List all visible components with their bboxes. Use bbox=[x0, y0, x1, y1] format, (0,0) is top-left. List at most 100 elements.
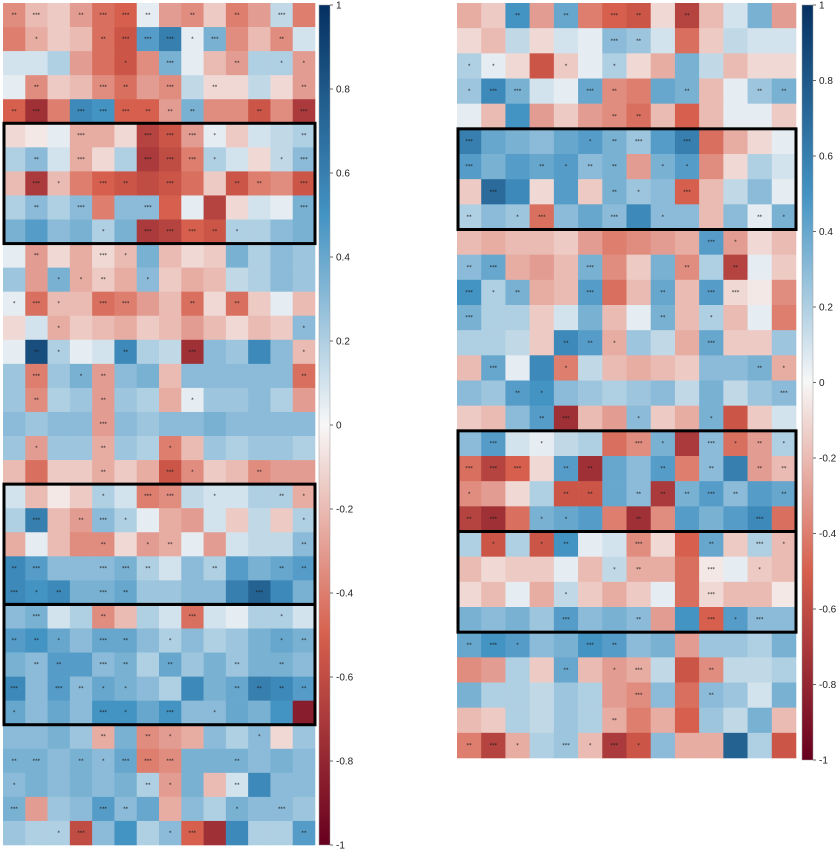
heatmap-cell bbox=[248, 796, 271, 822]
significance-mark: ** bbox=[212, 229, 218, 235]
heatmap-cell bbox=[699, 330, 724, 356]
heatmap-cell bbox=[225, 243, 249, 268]
heatmap-cell bbox=[292, 580, 316, 605]
heatmap-cell bbox=[248, 820, 271, 846]
heatmap-cell bbox=[292, 411, 316, 437]
heatmap-cell bbox=[114, 51, 138, 76]
significance-mark: *** bbox=[683, 189, 691, 195]
heatmap-cell bbox=[136, 363, 160, 389]
heatmap-cell bbox=[114, 532, 138, 557]
heatmap-cell bbox=[25, 195, 48, 220]
heatmap-cell bbox=[159, 171, 182, 196]
heatmap-cell bbox=[248, 508, 271, 533]
heatmap-cell bbox=[292, 3, 316, 28]
heatmap-cell bbox=[92, 75, 115, 100]
significance-mark: ** bbox=[79, 686, 85, 692]
heatmap-cell bbox=[69, 460, 93, 485]
heatmap-cell bbox=[650, 330, 676, 356]
colorbar-tick-label: 0.8 bbox=[336, 85, 350, 96]
heatmap-cell bbox=[292, 99, 316, 124]
heatmap-cell bbox=[505, 305, 530, 331]
significance-mark: * bbox=[57, 349, 60, 355]
heatmap-cell bbox=[771, 204, 797, 230]
heatmap-cell bbox=[181, 604, 204, 629]
heatmap-cell bbox=[529, 330, 555, 356]
heatmap-cell bbox=[626, 531, 652, 557]
heatmap-cell bbox=[699, 481, 724, 507]
heatmap-cell bbox=[292, 219, 316, 244]
heatmap-cell bbox=[136, 219, 160, 244]
heatmap-cell bbox=[674, 204, 700, 230]
heatmap-cell bbox=[69, 724, 93, 750]
heatmap-cell bbox=[292, 27, 316, 52]
heatmap-cell bbox=[47, 436, 71, 461]
heatmap-cell bbox=[114, 291, 138, 317]
significance-mark: ** bbox=[660, 491, 666, 497]
heatmap-cell bbox=[225, 748, 249, 774]
heatmap-cell bbox=[578, 279, 603, 306]
heatmap-cell bbox=[136, 3, 160, 28]
significance-mark: * bbox=[147, 542, 150, 548]
significance-mark: *** bbox=[562, 743, 570, 749]
significance-mark: *** bbox=[166, 133, 174, 139]
heatmap-cell bbox=[505, 707, 530, 734]
heatmap-cell bbox=[3, 99, 26, 124]
heatmap-cell bbox=[481, 53, 506, 79]
significance-mark: * bbox=[13, 301, 16, 307]
heatmap-left-cells: ** *** ** *** *** ** ** ** **** ** *** *** *** * *** **… bbox=[3, 3, 316, 846]
significance-mark: *** bbox=[490, 265, 498, 271]
significance-mark: ** bbox=[79, 758, 85, 764]
colorbar-left: 1 0.8 0.6 0.4 0.2 0 -0.2 -0.4 -0.6 -0.8 -1 bbox=[318, 1, 354, 850]
significance-mark: * bbox=[516, 642, 519, 648]
significance-mark: * bbox=[57, 830, 60, 836]
heatmap-cell bbox=[181, 339, 204, 365]
heatmap-cell bbox=[578, 506, 603, 532]
heatmap-cell bbox=[481, 405, 506, 432]
heatmap-cell bbox=[602, 279, 627, 306]
heatmap-cell bbox=[723, 456, 748, 482]
heatmap-cell bbox=[553, 330, 579, 356]
heatmap-cell bbox=[481, 204, 506, 230]
heatmap-cell bbox=[47, 796, 71, 822]
heatmap-cell bbox=[699, 405, 724, 432]
significance-mark: ** bbox=[709, 542, 715, 548]
heatmap-cell bbox=[270, 195, 294, 220]
heatmap-cell bbox=[481, 380, 506, 406]
heatmap-cell bbox=[292, 556, 316, 581]
heatmap-cell bbox=[481, 481, 506, 507]
heatmap-cell bbox=[481, 154, 506, 180]
heatmap-cell bbox=[650, 254, 676, 281]
heatmap-cell bbox=[159, 291, 182, 317]
heatmap-cell bbox=[136, 652, 160, 677]
heatmap-cell bbox=[674, 607, 700, 633]
heatmap-cell bbox=[553, 305, 579, 331]
significance-mark: ** bbox=[235, 301, 241, 307]
highlight-box bbox=[2, 121, 317, 246]
heatmap-cell bbox=[578, 305, 603, 331]
heatmap-cell bbox=[771, 128, 797, 155]
colorbar-tick-label: -0.8 bbox=[336, 757, 354, 768]
heatmap-cell bbox=[25, 75, 48, 100]
heatmap-cell bbox=[529, 682, 555, 708]
heatmap-cell bbox=[136, 291, 160, 317]
significance-mark: ** bbox=[636, 13, 642, 19]
heatmap-cell bbox=[136, 123, 160, 148]
heatmap-cell bbox=[457, 430, 482, 457]
heatmap-cell bbox=[181, 147, 204, 172]
significance-mark: *** bbox=[300, 157, 308, 163]
heatmap-cell bbox=[626, 204, 652, 230]
heatmap-cell bbox=[771, 229, 797, 255]
heatmap-cell bbox=[771, 556, 797, 583]
significance-mark: ** bbox=[588, 491, 594, 497]
heatmap-cell bbox=[3, 556, 26, 581]
heatmap-cell bbox=[69, 291, 93, 317]
heatmap-cell bbox=[505, 506, 530, 532]
significance-mark: *** bbox=[514, 89, 522, 95]
significance-mark: * bbox=[80, 373, 83, 379]
heatmap-cell bbox=[114, 460, 138, 485]
heatmap-cell bbox=[292, 460, 316, 485]
significance-mark: ** bbox=[733, 491, 739, 497]
heatmap-cell bbox=[481, 707, 506, 734]
heatmap-cell bbox=[3, 267, 26, 292]
heatmap-cell bbox=[248, 243, 271, 268]
